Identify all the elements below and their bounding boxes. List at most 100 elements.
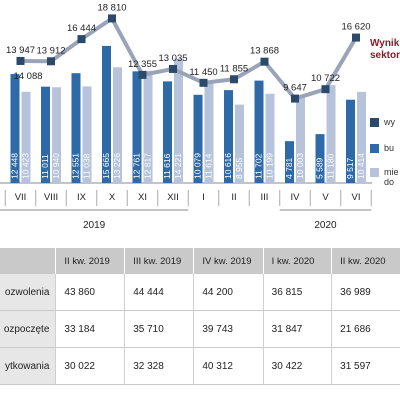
bar-series-3 xyxy=(52,87,61,183)
line-point xyxy=(321,85,330,94)
data-label-series-2: 11 616 xyxy=(162,153,172,179)
table-cell: 36 815 xyxy=(262,274,332,311)
table-cell: 31 847 xyxy=(262,310,332,348)
line-point xyxy=(16,56,25,65)
table-cell: 43 860 xyxy=(55,274,125,311)
legend-swatch-3 xyxy=(370,168,379,177)
table-cell: 36 989 xyxy=(331,274,400,311)
data-label-series-2: 15 665 xyxy=(101,153,111,179)
x-tick-label: II xyxy=(231,192,236,203)
bar-series-2 xyxy=(193,94,203,183)
data-label-series-3: 10 423 xyxy=(20,153,30,179)
bars xyxy=(10,45,366,184)
legend-item-2: bu xyxy=(370,140,400,160)
data-label-series-2: 4 781 xyxy=(284,157,294,179)
data-label-series-1: 16 444 xyxy=(67,23,96,34)
year-label: 2020 xyxy=(314,220,337,231)
line-series xyxy=(16,14,360,103)
data-label-series-2: 10 079 xyxy=(192,153,202,179)
bar-series-2 xyxy=(10,74,20,183)
data-label-series-3: 10 003 xyxy=(295,153,305,179)
bar-series-2 xyxy=(102,45,111,184)
data-label-series-2: 10 616 xyxy=(223,153,233,179)
table-cell: 30 422 xyxy=(262,347,332,385)
legend-label-2: bu xyxy=(384,143,395,153)
x-tick-label: X xyxy=(109,192,116,203)
x-tick-label: IV xyxy=(291,192,301,203)
bar-series-3 xyxy=(235,104,244,183)
data-label-series-3: 11 038 xyxy=(81,153,91,179)
table-cell: 44 444 xyxy=(124,274,194,311)
bar-series-3 xyxy=(113,67,122,183)
line-point xyxy=(230,75,238,84)
data-label-series-2: 12 761 xyxy=(131,153,141,179)
x-tick-label: VII xyxy=(15,192,27,203)
data-label-series-1: 13 868 xyxy=(250,46,279,57)
legend-item-1: wy xyxy=(370,114,400,134)
data-label-series-1: 13 035 xyxy=(158,53,187,64)
legend-label-1: wy xyxy=(384,117,395,127)
data-label-series-1: 9 647 xyxy=(283,83,307,94)
data-label-series-1: 11 450 xyxy=(189,67,217,78)
legend-swatch-2 xyxy=(370,144,379,153)
bar-series-2 xyxy=(41,86,50,183)
table-cell: 39 743 xyxy=(193,310,264,348)
row-label: ytkowania xyxy=(0,347,56,385)
data-label-series-1: 18 810 xyxy=(97,2,126,13)
data-label-series-2: 12 448 xyxy=(9,153,19,179)
row-label: ozpoczęte xyxy=(0,310,56,348)
table-corner xyxy=(0,248,56,274)
bar-series-2 xyxy=(132,71,142,183)
series-line xyxy=(20,16,358,101)
bar-series-2 xyxy=(71,73,81,183)
x-tick-label: IX xyxy=(77,192,87,203)
table-cell: 40 312 xyxy=(193,347,264,385)
bar-series-3 xyxy=(296,95,305,183)
table-cell: 30 022 xyxy=(55,347,125,385)
data-label-series-1: 11 855 xyxy=(220,63,248,74)
table-row: ozpoczęte 33 184 35 710 39 743 31 847 21… xyxy=(0,310,400,348)
data-label-series-2: 5 589 xyxy=(314,157,324,179)
table-cell: 44 200 xyxy=(193,274,264,311)
data-label-series-3: 11 180 xyxy=(325,153,335,179)
line-point xyxy=(47,57,55,66)
bar-series-3 xyxy=(265,93,275,183)
bar-series-3 xyxy=(174,58,183,183)
line-point xyxy=(169,64,177,73)
x-tick-label: I xyxy=(202,192,205,203)
bar-series-3 xyxy=(204,81,214,183)
line-point xyxy=(352,33,360,42)
data-label-extra: 14 088 xyxy=(13,71,42,82)
bar-series-3 xyxy=(143,70,153,183)
data-label-series-3: 8 955 xyxy=(234,157,244,179)
data-label-series-3: 12 817 xyxy=(142,153,152,179)
line-point xyxy=(138,70,147,79)
legend-swatch-1 xyxy=(370,118,379,127)
line-point xyxy=(291,94,299,103)
table-cell: 21 686 xyxy=(331,310,400,348)
table-header-row: II kw. 2019 III kw. 2019 IV kw. 2019 I k… xyxy=(0,248,400,274)
bar-series-2 xyxy=(224,90,233,183)
data-label-series-1: 12 355 xyxy=(128,59,157,70)
line-point xyxy=(108,14,116,23)
table-header: III kw. 2019 xyxy=(124,248,194,274)
data-label-series-3: 14 221 xyxy=(173,153,183,179)
bar-series-3 xyxy=(82,86,92,183)
table-row: ytkowania 30 022 32 328 40 312 30 422 31… xyxy=(0,347,400,385)
legend-title: Wyniki sektora xyxy=(370,38,400,61)
table-header: II kw. 2020 xyxy=(331,248,400,274)
bar-series-2 xyxy=(315,134,325,183)
x-tick-label: VI xyxy=(352,192,361,203)
x-tick-label: VIII xyxy=(44,192,58,203)
data-label-series-2: 11 702 xyxy=(253,153,263,179)
data-label-series-3: 10 940 xyxy=(51,153,61,179)
summary-table: II kw. 2019 III kw. 2019 IV kw. 2019 I k… xyxy=(0,248,400,385)
table-cell: 31 597 xyxy=(331,347,400,385)
data-label-series-2: 9 517 xyxy=(345,157,355,179)
table-cell: 35 710 xyxy=(124,310,194,348)
x-tick-label: XI xyxy=(138,192,147,203)
bar-series-3 xyxy=(21,91,31,183)
